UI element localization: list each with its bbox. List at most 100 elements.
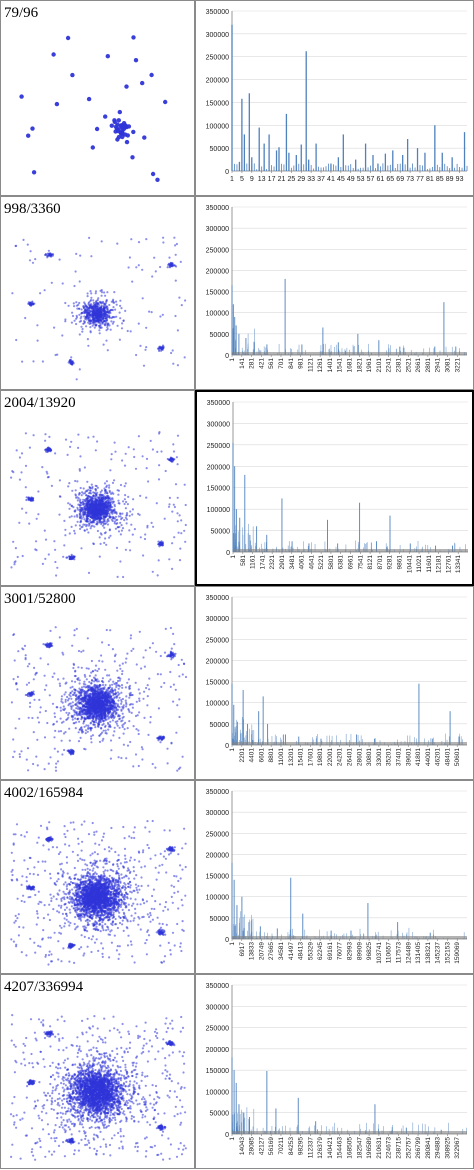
network-node <box>126 514 128 516</box>
network-node <box>12 541 14 543</box>
network-node <box>83 487 85 489</box>
x-tick-label: 8701 <box>377 555 384 570</box>
network-node <box>170 263 172 265</box>
network-node <box>103 291 105 293</box>
network-node <box>90 514 92 516</box>
network-node <box>70 687 72 689</box>
network-node <box>124 498 126 500</box>
network-node <box>81 686 83 688</box>
network-node <box>119 727 121 729</box>
network-node <box>111 684 113 686</box>
x-tick-label: 65 <box>386 176 394 183</box>
network-node <box>103 487 105 489</box>
network-node <box>163 347 165 349</box>
network-node <box>148 688 150 690</box>
network-node <box>115 709 117 711</box>
network-node <box>181 304 183 306</box>
network-node <box>71 558 73 560</box>
network-node <box>95 690 97 692</box>
network-node <box>85 729 87 731</box>
network-node <box>85 498 87 500</box>
network-node <box>75 253 77 255</box>
network-node <box>98 496 100 498</box>
network-node <box>84 508 86 510</box>
network-node <box>124 728 126 730</box>
network-node <box>102 720 104 722</box>
network-node <box>157 574 159 576</box>
network-node <box>75 301 77 303</box>
network-node <box>88 681 90 683</box>
network-node <box>104 710 106 712</box>
network-node <box>147 684 149 686</box>
network-node <box>155 270 157 272</box>
network-node <box>35 756 37 758</box>
network-node <box>70 73 74 77</box>
network-plot: 79/96 <box>0 0 195 196</box>
network-node <box>146 525 148 527</box>
network-node <box>47 255 49 257</box>
network-node <box>64 534 66 536</box>
y-tick-label: 0 <box>225 169 229 176</box>
network-node <box>41 466 43 468</box>
network-node <box>132 534 134 536</box>
network-node <box>98 660 100 662</box>
network-node <box>160 673 162 675</box>
network-node <box>121 687 123 689</box>
network-node <box>178 675 180 677</box>
network-node <box>185 524 187 526</box>
network-node <box>125 661 127 663</box>
network-node <box>114 442 116 444</box>
network-node <box>104 523 106 525</box>
network-node <box>162 314 164 316</box>
network-node <box>98 716 100 718</box>
network-node <box>49 756 51 758</box>
network-node <box>134 58 138 62</box>
network-node <box>45 539 47 541</box>
network-node <box>81 689 83 691</box>
network-node <box>60 710 62 712</box>
network-node <box>71 515 73 517</box>
network-node <box>80 651 82 653</box>
network-node <box>73 285 75 287</box>
network-node <box>33 667 35 669</box>
x-tick-label: 11601 <box>426 555 433 573</box>
network-node <box>58 514 60 516</box>
network-node <box>81 331 83 333</box>
network-node <box>89 323 91 325</box>
network-node <box>26 496 28 498</box>
network-node <box>130 692 132 694</box>
network-node <box>75 727 77 729</box>
network-node <box>98 513 100 515</box>
y-tick-label: 150000 <box>207 486 230 493</box>
network-node <box>28 717 30 719</box>
network-node <box>117 118 121 122</box>
network-node <box>79 699 81 701</box>
network-node <box>30 250 32 252</box>
network-node <box>83 518 85 520</box>
network-node <box>114 451 116 453</box>
network-node <box>106 629 108 631</box>
network-node <box>45 253 47 255</box>
network-node <box>66 696 68 698</box>
network-node <box>107 349 109 351</box>
network-node <box>169 671 171 673</box>
network-node <box>125 140 129 144</box>
network-node <box>79 455 81 457</box>
network-node <box>63 693 65 695</box>
network-node <box>85 724 87 726</box>
network-node <box>103 320 105 322</box>
network-node <box>112 719 114 721</box>
x-tick-label: 1 <box>230 176 234 183</box>
x-tick-label: 4641 <box>308 555 315 570</box>
network-node <box>113 730 115 732</box>
network-node <box>67 502 69 504</box>
network-node <box>121 530 123 532</box>
network-node <box>92 436 94 438</box>
network-node <box>100 517 102 519</box>
x-tick-label: 9861 <box>396 555 403 570</box>
network-node <box>79 728 81 730</box>
network-node <box>152 448 154 450</box>
network-node <box>81 526 83 528</box>
x-tick-label: 3081 <box>444 358 451 373</box>
network-node <box>79 255 81 257</box>
